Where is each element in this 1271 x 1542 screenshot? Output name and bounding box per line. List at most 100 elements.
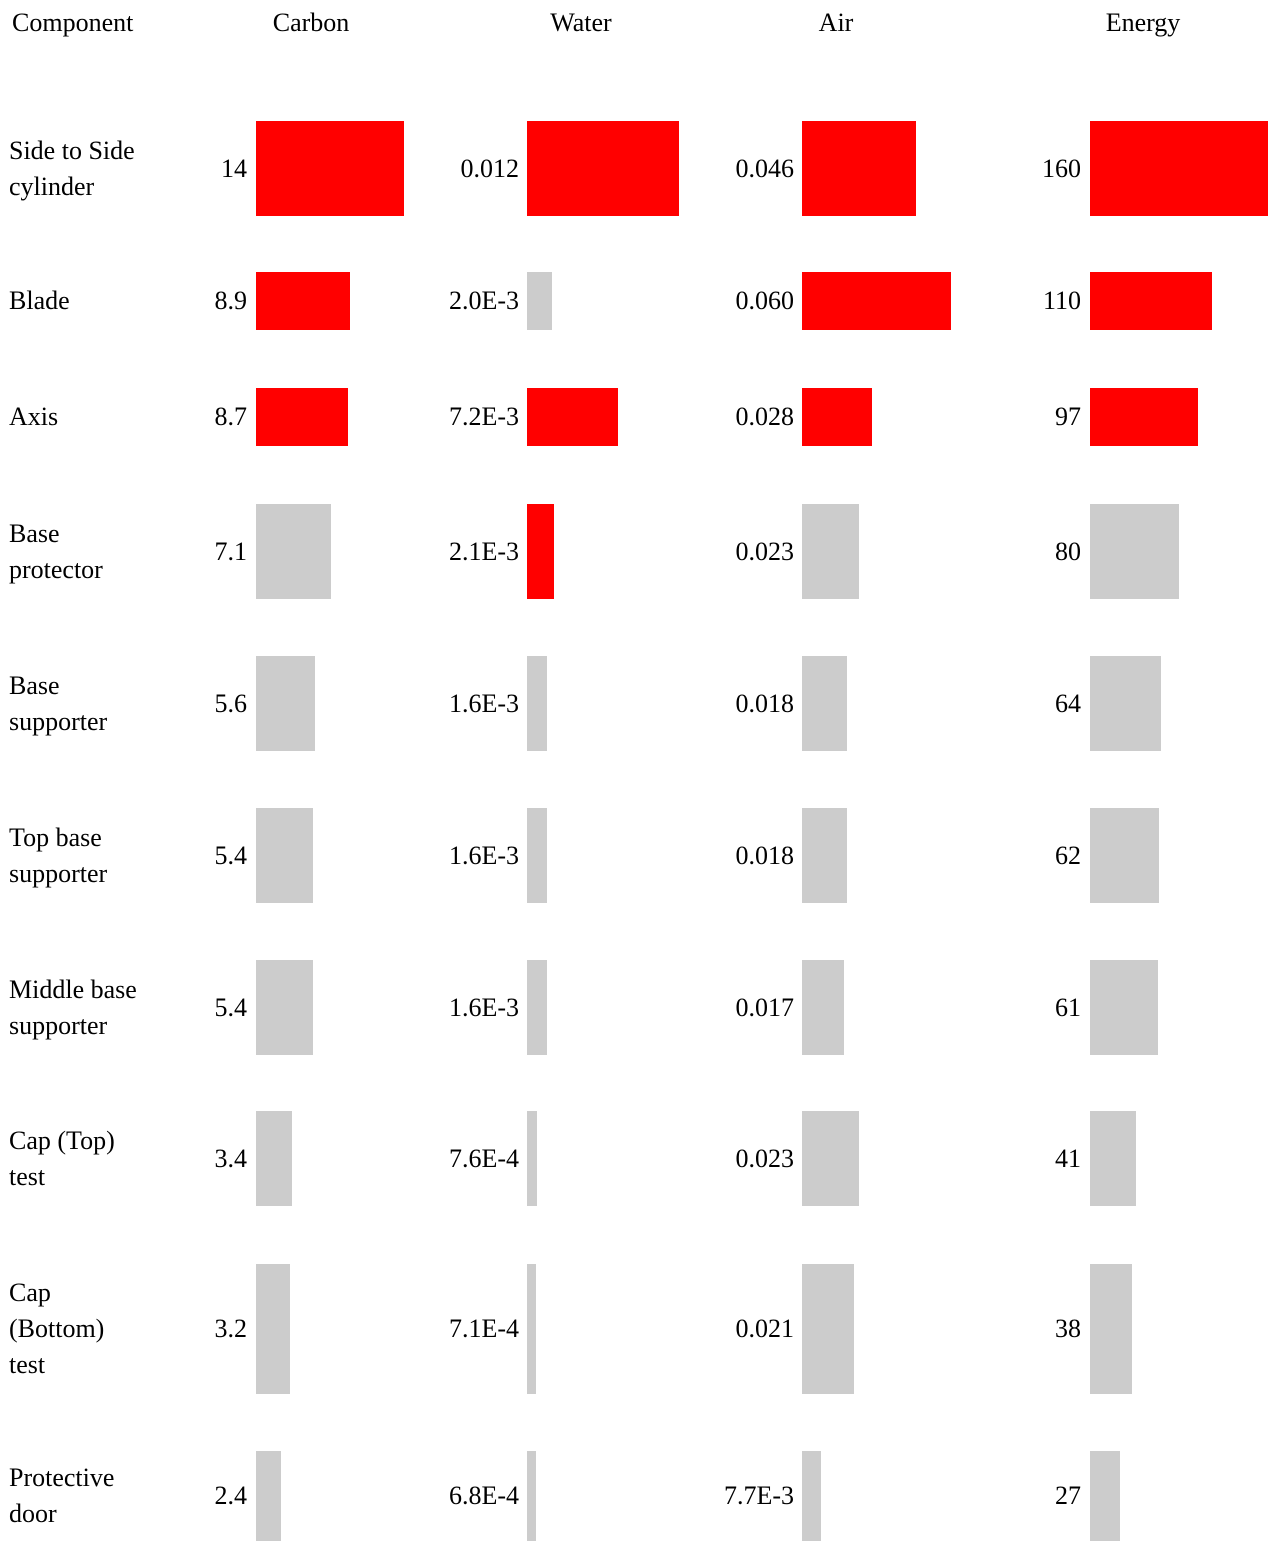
column-header: Carbon xyxy=(272,8,350,37)
bar xyxy=(527,272,553,330)
bar xyxy=(527,121,679,216)
cell-value: 64 xyxy=(1055,688,1081,718)
bar xyxy=(256,1264,290,1394)
row-label: Base protector xyxy=(9,516,103,588)
label-line: door xyxy=(9,1499,57,1528)
cell-value: 0.028 xyxy=(735,402,795,431)
bar xyxy=(802,808,847,903)
cell-value: 97 xyxy=(1055,402,1081,431)
row-label: Axis xyxy=(9,399,58,435)
bar xyxy=(256,272,351,330)
label-line: supporter xyxy=(9,706,108,736)
cell-value: 0.046 xyxy=(735,153,795,183)
row-label: Base supporter xyxy=(9,668,107,740)
bar xyxy=(1090,808,1159,903)
row-label: Cap (Top) test xyxy=(9,1123,115,1195)
cell-value: 0.018 xyxy=(735,688,795,718)
cell-value: 2.1E-3 xyxy=(448,536,519,566)
label-line: protector xyxy=(9,554,103,584)
cell-value: 7.2E-3 xyxy=(448,402,519,431)
cell-value: 8.7 xyxy=(214,402,248,431)
bar xyxy=(1090,656,1162,751)
bar xyxy=(256,656,316,751)
label-line: cylinder xyxy=(9,171,95,201)
bar xyxy=(802,960,845,1055)
bar xyxy=(527,1264,536,1394)
cell-value: 5.4 xyxy=(214,840,248,870)
label-line: Cap xyxy=(9,1278,51,1307)
bar xyxy=(527,1111,537,1206)
cell-value: 2.4 xyxy=(214,1481,248,1510)
bar xyxy=(1090,1111,1136,1206)
cell-value: 2.0E-3 xyxy=(448,286,519,315)
bar xyxy=(527,388,619,446)
column-header: Component xyxy=(12,8,134,37)
label-line: supporter xyxy=(9,858,108,888)
bar xyxy=(1090,1451,1121,1541)
bar xyxy=(527,1451,536,1541)
label-line: (Bottom) xyxy=(9,1314,105,1343)
cell-value: 7.6E-4 xyxy=(448,1143,519,1173)
row-label: Protective door xyxy=(9,1460,114,1532)
cell-value: 38 xyxy=(1055,1314,1081,1343)
cell-value: 14 xyxy=(221,153,247,183)
bar xyxy=(1090,504,1179,599)
cell-value: 3.2 xyxy=(214,1314,248,1343)
cell-value: 7.1E-4 xyxy=(448,1314,519,1343)
label-line: Axis xyxy=(9,402,59,431)
cell-value: 160 xyxy=(1042,153,1081,183)
bar xyxy=(802,656,847,751)
bar xyxy=(527,960,548,1055)
row-label: Middle base supporter xyxy=(9,972,137,1044)
cell-value: 0.023 xyxy=(735,1143,795,1173)
cell-value: 1.6E-3 xyxy=(448,992,519,1022)
row-label: Cap (Bottom) test xyxy=(9,1275,104,1383)
bar xyxy=(1090,272,1213,330)
row-label: Blade xyxy=(9,283,70,319)
label-line: Middle base xyxy=(9,974,137,1004)
row-label: Side to Side cylinder xyxy=(9,133,135,205)
label-line: Base xyxy=(9,518,60,548)
bar xyxy=(256,504,332,599)
column-header: Energy xyxy=(1105,8,1181,37)
cell-value: 7.7E-3 xyxy=(723,1481,794,1510)
cell-value: 1.6E-3 xyxy=(448,840,519,870)
bar xyxy=(1090,121,1268,216)
bar xyxy=(802,1111,860,1206)
bar xyxy=(1090,960,1158,1055)
bar xyxy=(527,656,548,751)
cell-value: 0.012 xyxy=(460,153,520,183)
label-line: Cap (Top) xyxy=(9,1125,115,1155)
cell-value: 5.6 xyxy=(214,688,248,718)
bar xyxy=(256,121,404,216)
cell-value: 7.1 xyxy=(214,536,248,566)
bar xyxy=(1090,388,1198,446)
bar xyxy=(802,388,872,446)
bar xyxy=(256,1111,292,1206)
row-label: Top base supporter xyxy=(9,820,107,892)
bar xyxy=(1090,1264,1133,1394)
cell-value: 110 xyxy=(1042,286,1081,315)
label-line: test xyxy=(9,1350,46,1379)
bar xyxy=(802,1264,855,1394)
bar xyxy=(527,504,554,599)
label-line: Protective xyxy=(9,1463,115,1492)
cell-value: 0.060 xyxy=(735,286,795,315)
bar xyxy=(256,388,348,446)
cell-value: 5.4 xyxy=(214,992,248,1022)
cell-value: 1.6E-3 xyxy=(448,688,519,718)
cell-value: 41 xyxy=(1055,1143,1081,1173)
bar xyxy=(256,808,314,903)
cell-value: 3.4 xyxy=(214,1143,248,1173)
cell-value: 27 xyxy=(1055,1481,1081,1510)
bar xyxy=(527,808,548,903)
cell-value: 62 xyxy=(1055,840,1081,870)
bar xyxy=(256,1451,282,1541)
label-line: Base xyxy=(9,670,60,700)
label-line: Blade xyxy=(9,286,70,315)
cell-value: 80 xyxy=(1055,536,1081,566)
cell-value: 0.023 xyxy=(735,536,795,566)
label-line: Top base xyxy=(9,822,102,852)
cell-value: 6.8E-4 xyxy=(448,1481,519,1510)
